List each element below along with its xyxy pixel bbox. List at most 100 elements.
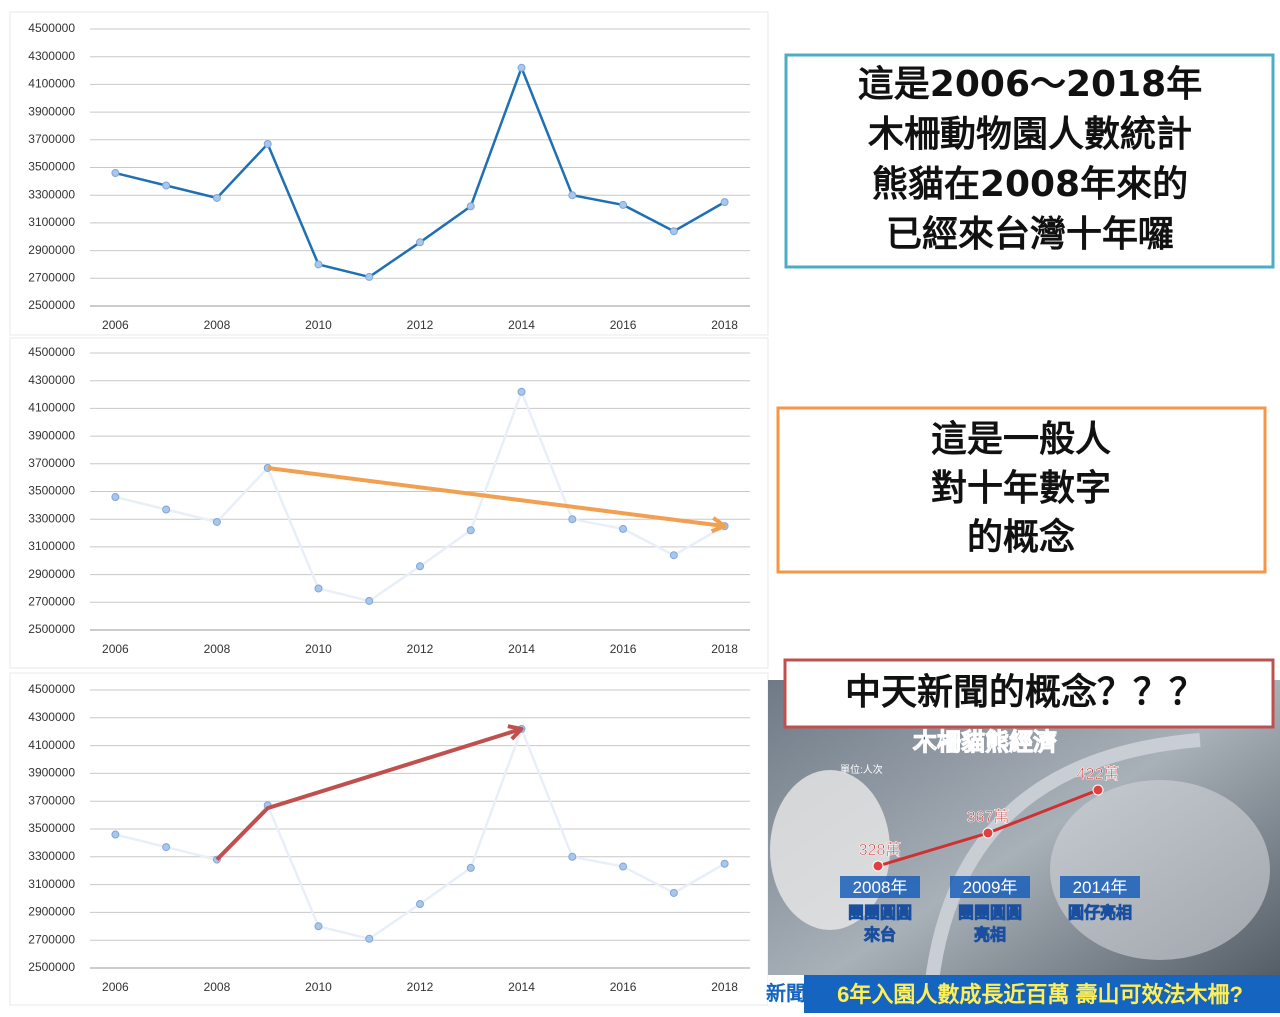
- data-point: [365, 272, 374, 281]
- x-tick-label: 2014: [508, 642, 535, 656]
- data-point: [365, 596, 374, 605]
- y-tick-label: 4300000: [28, 49, 75, 63]
- x-tick-label: 2018: [711, 980, 738, 994]
- data-point: [314, 922, 323, 931]
- y-tick-label: 2500000: [28, 298, 75, 312]
- data-point: [720, 859, 729, 868]
- news-label: 422萬: [1077, 765, 1120, 783]
- news-caption: 來台: [864, 925, 896, 944]
- news-ticker-text: 6年入園人數成長近百萬 壽山可效法木柵?: [837, 982, 1243, 1007]
- y-tick-label: 3900000: [28, 104, 75, 118]
- news-label: 367萬: [967, 808, 1010, 826]
- data-point: [568, 515, 577, 524]
- news-year: 2009年: [963, 878, 1018, 897]
- x-tick-label: 2012: [407, 642, 434, 656]
- y-tick-label: 3100000: [28, 539, 75, 553]
- charts: 2500000 2700000 2900000 3100000 3300000 35000…: [28, 21, 750, 994]
- news-ticker-tag: [768, 975, 804, 1013]
- note-box: [783, 658, 1275, 729]
- news-title: 木柵貓熊經濟: [912, 728, 1057, 756]
- arrow: [215, 727, 523, 861]
- x-tick-label: 2018: [711, 642, 738, 656]
- news-year-box: [840, 876, 920, 898]
- data-point: [162, 843, 171, 852]
- y-tick-label: 2900000: [28, 567, 75, 581]
- news-point: [982, 827, 994, 839]
- y-tick-label: 3900000: [28, 766, 75, 780]
- data-point: [669, 888, 678, 897]
- note-line: 已經來台灣十年囉: [886, 214, 1174, 255]
- note-box: [784, 53, 1275, 269]
- x-tick-label: 2016: [610, 642, 637, 656]
- x-tick-label: 2014: [508, 980, 535, 994]
- y-tick-label: 4100000: [28, 401, 75, 415]
- x-tick-label: 2008: [204, 980, 231, 994]
- y-tick-label: 4500000: [28, 682, 75, 696]
- y-tick-label: 3500000: [28, 821, 75, 835]
- data-point: [111, 169, 120, 178]
- x-tick-label: 2012: [407, 980, 434, 994]
- data-point: [720, 198, 729, 207]
- note-line: 中天新聞的概念？？？: [845, 671, 1205, 713]
- x-tick-label: 2012: [407, 318, 434, 332]
- y-tick-label: 4100000: [28, 77, 75, 91]
- data-point: [212, 193, 221, 202]
- data-point: [416, 900, 424, 909]
- data-point: [669, 551, 678, 560]
- bar-shape: [923, 733, 1201, 1001]
- data-point: [416, 562, 424, 571]
- y-tick-label: 2500000: [28, 960, 75, 974]
- data-point: [568, 852, 577, 861]
- data-point: [162, 505, 171, 514]
- chart-frame: [9, 11, 769, 336]
- data-point: [314, 584, 323, 593]
- note-line: 這是2006～2018年: [858, 63, 1202, 105]
- x-tick-label: 2014: [508, 318, 535, 332]
- data-point: [212, 517, 221, 526]
- y-tick-label: 2700000: [28, 594, 75, 608]
- y-tick-label: 3500000: [28, 160, 75, 174]
- arrow: [267, 465, 725, 529]
- x-tick-label: 2010: [305, 980, 332, 994]
- x-tick-label: 2016: [610, 318, 637, 332]
- data-point: [162, 181, 171, 190]
- news-point: [1092, 784, 1104, 796]
- news-caption: 亮相: [974, 925, 1006, 944]
- y-tick-label: 4500000: [28, 21, 75, 35]
- note-line: 熊貓在2008年來的: [872, 164, 1188, 205]
- y-tick-label: 3100000: [28, 215, 75, 229]
- x-tick-label: 2006: [102, 642, 129, 656]
- data-point: [111, 493, 120, 502]
- data-point: [619, 200, 628, 209]
- y-tick-label: 4500000: [28, 345, 75, 359]
- y-tick-label: 3300000: [28, 511, 75, 525]
- news-caption: 團團圓圓: [958, 904, 1022, 922]
- note-line: 木柵動物園人數統計: [868, 114, 1192, 155]
- y-tick-label: 3100000: [28, 877, 75, 891]
- panda-shape: [1050, 780, 1270, 960]
- y-tick-label: 3700000: [28, 793, 75, 807]
- data-point: [416, 238, 424, 247]
- news-year-box: [950, 876, 1030, 898]
- y-tick-label: 3300000: [28, 849, 75, 863]
- news-point: [872, 860, 884, 872]
- y-tick-label: 4300000: [28, 373, 75, 387]
- y-tick-label: 2700000: [28, 270, 75, 284]
- news-unit: 單位:人次: [840, 763, 883, 776]
- y-tick-label: 3300000: [28, 187, 75, 201]
- data-point: [314, 260, 323, 269]
- chart-frame: [9, 672, 769, 1006]
- y-tick-label: 4300000: [28, 710, 75, 724]
- data-point: [517, 387, 526, 396]
- chart-frame: [9, 337, 769, 669]
- data-point: [466, 202, 475, 211]
- arrow-head: [710, 516, 727, 534]
- x-tick-label: 2010: [305, 642, 332, 656]
- data-point: [263, 139, 272, 148]
- news-ticker-left: 新聞: [766, 981, 806, 1005]
- news-caption: 圓仔亮相: [1068, 903, 1132, 922]
- data-point: [466, 863, 475, 872]
- news-label: 328萬: [859, 841, 902, 859]
- y-tick-label: 3700000: [28, 132, 75, 146]
